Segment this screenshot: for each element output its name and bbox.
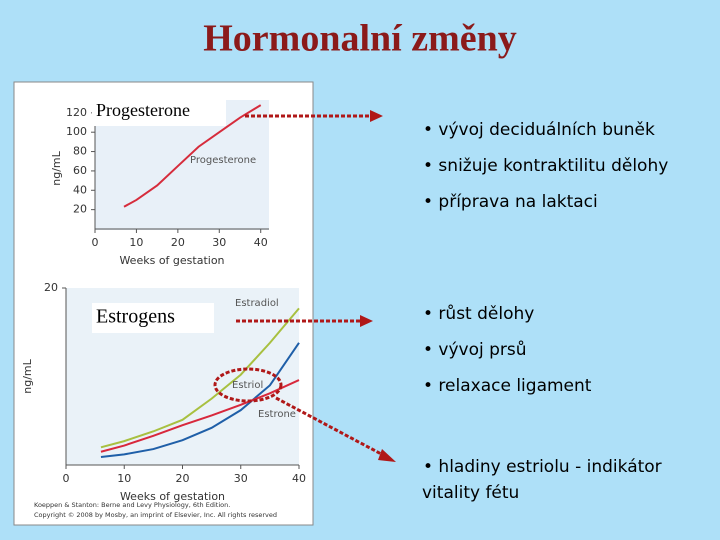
- bullet-text: vitality fétu: [422, 483, 519, 503]
- series-line: [100, 342, 300, 459]
- x-tick-label: 40: [292, 472, 306, 485]
- y-tick-label: 60: [73, 164, 87, 177]
- x-tick-label: 40: [254, 236, 268, 249]
- y-tick-label: 100: [66, 125, 87, 138]
- arrows: [236, 110, 396, 462]
- y-axis-label: ng/mL: [50, 150, 63, 185]
- bullet-text: • hladiny estriolu - indikátor: [423, 457, 662, 477]
- bullet-text: • příprava na laktaci: [423, 192, 598, 212]
- credit: Copyright © 2008 by Mosby, an imprint of…: [34, 511, 277, 519]
- arrowhead: [360, 315, 373, 327]
- x-tick-label: 0: [92, 236, 99, 249]
- bullet-text: • růst dělohy: [423, 304, 534, 324]
- series-label: Estrone: [258, 409, 296, 420]
- credit: Koeppen & Stanton: Berne and Levy Physio…: [34, 501, 230, 509]
- arrowhead: [370, 110, 383, 122]
- x-tick-label: 10: [117, 472, 131, 485]
- x-tick-label: 0: [63, 472, 70, 485]
- overlay-label: Estrogens: [96, 306, 175, 328]
- series-line: [100, 307, 300, 449]
- x-axis-label: Weeks of gestation: [119, 254, 224, 267]
- x-tick-label: 10: [129, 236, 143, 249]
- slide-title: Hormonalní změny: [203, 18, 516, 60]
- overlay-label: Progesterone: [96, 100, 190, 120]
- y-axis-label: ng/mL: [21, 358, 34, 393]
- series-label: Estriol: [232, 380, 263, 391]
- bullet-text: • snižuje kontraktilitu dělohy: [423, 156, 668, 176]
- x-tick-label: 30: [212, 236, 226, 249]
- arrowhead: [378, 449, 396, 462]
- label-box: [92, 303, 214, 333]
- y-tick-label: 40: [73, 183, 87, 196]
- series-label: Progesterone: [190, 155, 256, 166]
- highlight-ellipse: [213, 367, 283, 403]
- bullets: • vývoj deciduálních buněk • snižuje kont…: [422, 120, 668, 503]
- x-tick-label: 30: [234, 472, 248, 485]
- x-tick-label: 20: [171, 236, 185, 249]
- y-tick-label: 80: [73, 145, 87, 158]
- bullet-text: • vývoj prsů: [423, 340, 527, 360]
- x-axis-label: Weeks of gestation: [120, 490, 225, 503]
- y-tick-label: 20: [73, 203, 87, 216]
- bullet-text: • relaxace ligament: [423, 376, 592, 396]
- bullet-text: • vývoj deciduálních buněk: [423, 120, 655, 140]
- series-line: [100, 379, 300, 453]
- arrow: [275, 396, 386, 458]
- x-tick-label: 20: [176, 472, 190, 485]
- y-tick-label: 20: [44, 281, 58, 294]
- label-box: [92, 98, 226, 126]
- y-tick-label: 120: [66, 106, 87, 119]
- series-line: [123, 104, 262, 208]
- series-label: Estradiol: [235, 298, 279, 309]
